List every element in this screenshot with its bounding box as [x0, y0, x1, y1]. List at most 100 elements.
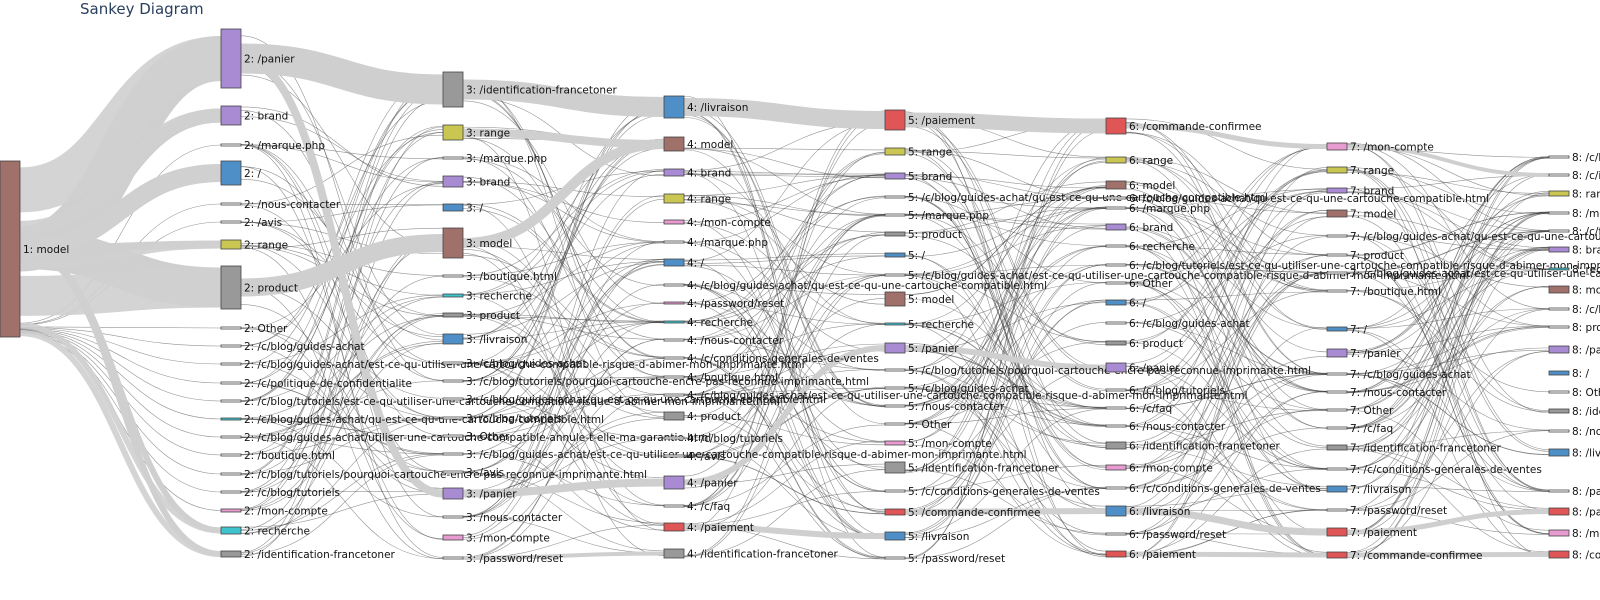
sankey-node[interactable]: 6: /commande-confirmee — [1105, 117, 1262, 135]
sankey-node[interactable]: 3: product — [442, 310, 520, 322]
sankey-node[interactable]: 7: Other — [1326, 405, 1394, 417]
node-rect[interactable] — [220, 472, 242, 476]
sankey-node[interactable]: 2: /c/blog/guides-achat/utiliser-une-car… — [220, 432, 711, 444]
sankey-node[interactable]: 7: product — [1326, 250, 1404, 262]
sankey-node[interactable]: 2: /c/blog/tutoriels/pourquoi-cartouche-… — [220, 469, 647, 481]
node-rect[interactable] — [442, 203, 464, 212]
sankey-node[interactable]: 6: /identification-francetoner — [1105, 441, 1281, 453]
node-rect[interactable] — [442, 470, 464, 474]
sankey-node[interactable]: 3: recherche — [442, 291, 532, 303]
node-rect[interactable] — [884, 489, 906, 493]
node-rect[interactable] — [884, 386, 906, 390]
node-rect[interactable] — [663, 411, 685, 421]
node-rect[interactable] — [442, 124, 464, 141]
node-rect[interactable] — [1105, 206, 1127, 210]
sankey-node[interactable]: 8: /password/reset — [1548, 486, 1600, 498]
node-rect[interactable] — [884, 195, 906, 199]
sankey-node[interactable]: 3: /c/blog/guides-achat/qu-est-ce-qu-une… — [442, 394, 826, 406]
node-rect[interactable] — [663, 301, 685, 305]
node-rect[interactable] — [1548, 325, 1570, 329]
sankey-node[interactable]: 6: /c/blog/tutoriels/est-ce-qu-utiliser-… — [1105, 260, 1600, 272]
sankey-node[interactable]: 8: /mon-compte — [1548, 528, 1600, 540]
node-rect[interactable] — [1105, 196, 1127, 200]
node-rect[interactable] — [442, 434, 464, 438]
node-rect[interactable] — [663, 219, 685, 225]
node-rect[interactable] — [442, 361, 464, 365]
node-rect[interactable] — [1105, 223, 1127, 231]
sankey-node[interactable]: 4: /boutique.html — [663, 372, 778, 384]
node-rect[interactable] — [884, 508, 906, 516]
sankey-node[interactable]: 8: /identification-francetoner — [1548, 406, 1600, 418]
node-rect[interactable] — [663, 136, 685, 152]
sankey-node[interactable]: 7: /c/blog/guides-achat/est-ce-qu-utilis… — [1326, 268, 1600, 280]
sankey-node[interactable]: 7: /commande-confirmee — [1326, 550, 1483, 562]
sankey-node[interactable]: 3: /c/blog/guides-achat — [442, 358, 587, 370]
node-rect[interactable] — [884, 461, 906, 474]
node-rect[interactable] — [1105, 299, 1127, 306]
node-rect[interactable] — [1548, 190, 1570, 197]
sankey-node[interactable]: 8: /paiement — [1548, 507, 1600, 519]
sankey-node[interactable]: 6: / — [1105, 298, 1147, 310]
sankey-node[interactable]: 7: /nous-contacter — [1326, 387, 1447, 399]
node-rect[interactable] — [1548, 370, 1570, 376]
sankey-node[interactable]: 3: model — [442, 227, 512, 259]
node-rect[interactable] — [663, 393, 685, 397]
node-rect[interactable] — [1105, 263, 1127, 267]
node-rect[interactable] — [884, 322, 906, 326]
sankey-node[interactable]: 5: /commande-confirmee — [884, 507, 1041, 519]
node-rect[interactable] — [1548, 155, 1570, 159]
sankey-node[interactable]: 6: range — [1105, 155, 1173, 167]
sankey-node[interactable]: 5: Other — [884, 419, 952, 431]
node-rect[interactable] — [1105, 340, 1127, 346]
sankey-node[interactable]: 8: /c/faq — [1548, 226, 1600, 238]
node-rect[interactable] — [1326, 271, 1348, 275]
sankey-node[interactable]: 2: /c/politique-de-confidentialite — [220, 378, 412, 390]
sankey-node[interactable]: 4: /c/blog/guides-achat/qu-est-ce-qu-une… — [663, 280, 1047, 292]
node-rect[interactable] — [1105, 180, 1127, 190]
node-rect[interactable] — [1326, 326, 1348, 332]
sankey-node[interactable]: 8: /c/blog/tutoriels/manuel_de_compatibi… — [1548, 152, 1600, 164]
node-rect[interactable] — [1548, 285, 1570, 294]
sankey-node[interactable]: 6: /password/reset — [1105, 529, 1226, 541]
sankey-node[interactable]: 4: product — [663, 411, 741, 423]
node-rect[interactable] — [442, 556, 464, 560]
node-rect[interactable] — [663, 283, 685, 287]
sankey-node[interactable]: 2: /boutique.html — [220, 450, 335, 462]
sankey-node[interactable]: 3: /password/reset — [442, 553, 563, 565]
sankey-node[interactable]: 8: /c/informations-livraisons — [1548, 170, 1600, 182]
node-rect[interactable] — [1105, 486, 1127, 490]
sankey-node[interactable]: 6: brand — [1105, 222, 1173, 234]
node-rect[interactable] — [1105, 362, 1127, 373]
sankey-node[interactable]: 2: /marque.php — [220, 140, 325, 152]
sankey-node[interactable]: 5: model — [884, 291, 954, 307]
node-rect[interactable] — [663, 168, 685, 177]
node-rect[interactable] — [1548, 267, 1570, 271]
node-rect[interactable] — [220, 490, 242, 494]
node-rect[interactable] — [220, 220, 242, 224]
sankey-node[interactable]: 8: /commande-confirmee — [1548, 550, 1600, 562]
node-rect[interactable] — [1548, 211, 1570, 215]
sankey-node[interactable]: 3: /boutique.html — [442, 271, 557, 283]
node-rect[interactable] — [442, 487, 464, 500]
node-rect[interactable] — [220, 550, 242, 558]
node-rect[interactable] — [1548, 307, 1570, 311]
sankey-node[interactable]: 7: /c/blog/guides-achat — [1326, 369, 1471, 381]
node-rect[interactable] — [1326, 166, 1348, 174]
node-rect[interactable] — [1548, 507, 1570, 516]
node-rect[interactable] — [1326, 289, 1348, 293]
sankey-node[interactable]: 8: /marque.php — [1548, 208, 1600, 220]
sankey-node[interactable]: 4: /marque.php — [663, 237, 768, 249]
sankey-node[interactable]: 6: /c/blog/tutoriels — [1105, 385, 1225, 397]
node-rect[interactable] — [1105, 424, 1127, 428]
sankey-node[interactable]: 5: /c/blog/guides-achat — [884, 383, 1029, 395]
node-rect[interactable] — [220, 326, 242, 330]
sankey-node[interactable]: 5: recherche — [884, 319, 974, 331]
node-rect[interactable] — [663, 338, 685, 342]
sankey-node[interactable]: 2: /c/blog/tutoriels — [220, 487, 340, 499]
node-rect[interactable] — [1105, 441, 1127, 450]
node-rect[interactable] — [442, 452, 464, 456]
node-rect[interactable] — [1548, 448, 1570, 457]
sankey-node[interactable]: 8: model — [1548, 285, 1600, 297]
node-rect[interactable] — [1105, 532, 1127, 536]
sankey-node[interactable]: 5: range — [884, 147, 952, 159]
